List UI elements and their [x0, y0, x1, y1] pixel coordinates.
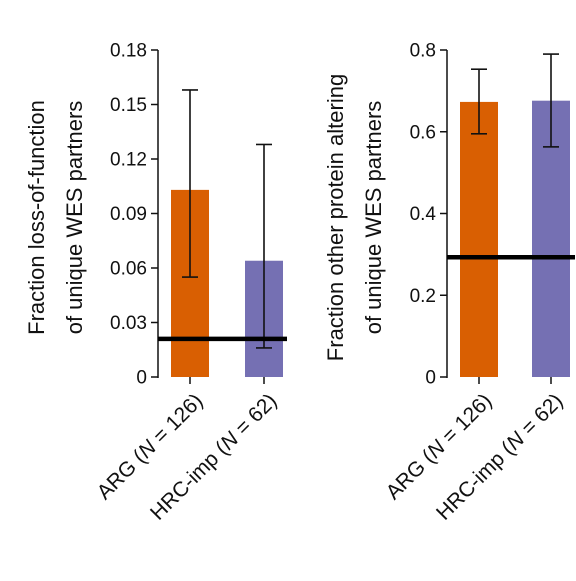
y-tick-label: 0	[425, 368, 436, 389]
x-category-label: HRC-imp (N = 62)	[432, 389, 567, 524]
panel-loss-of-function: 0 0.03 0.06 0.09 0.12 0.15 0.18 Fraction loss-o…	[24, 41, 287, 525]
y-axis-title: of unique WES partners	[62, 101, 87, 335]
y-tick-label: 0.4	[410, 204, 437, 225]
y-tick-label: 0.09	[110, 204, 147, 225]
bar	[460, 101, 498, 377]
y-tick-label: 0.6	[410, 122, 436, 143]
y-tick-label: 0.8	[410, 41, 436, 62]
y-tick-label: 0.2	[410, 286, 436, 307]
category-label-suffix: = 126)	[145, 389, 208, 452]
category-label-suffix: = 62)	[513, 389, 568, 444]
y-tick-label: 0.18	[110, 41, 147, 62]
y-tick-label: 0.06	[110, 259, 147, 280]
y-axis-title: Fraction other protein altering	[323, 74, 348, 361]
panel-other-protein-altering: 0 0.2 0.4 0.6 0.8 Fraction other protein alte…	[323, 41, 575, 525]
category-label-suffix: = 62)	[227, 389, 282, 444]
category-label-suffix: = 126)	[434, 389, 497, 452]
y-tick-label: 0	[136, 368, 147, 389]
y-axis-title: of unique WES partners	[361, 101, 386, 335]
x-category-label: HRC-imp (N = 62)	[146, 389, 281, 524]
y-tick-label: 0.15	[110, 95, 147, 116]
y-axis-title: Fraction loss-of-function	[24, 100, 49, 335]
y-tick-label: 0.03	[110, 313, 147, 334]
y-tick-label: 0.12	[110, 150, 147, 171]
